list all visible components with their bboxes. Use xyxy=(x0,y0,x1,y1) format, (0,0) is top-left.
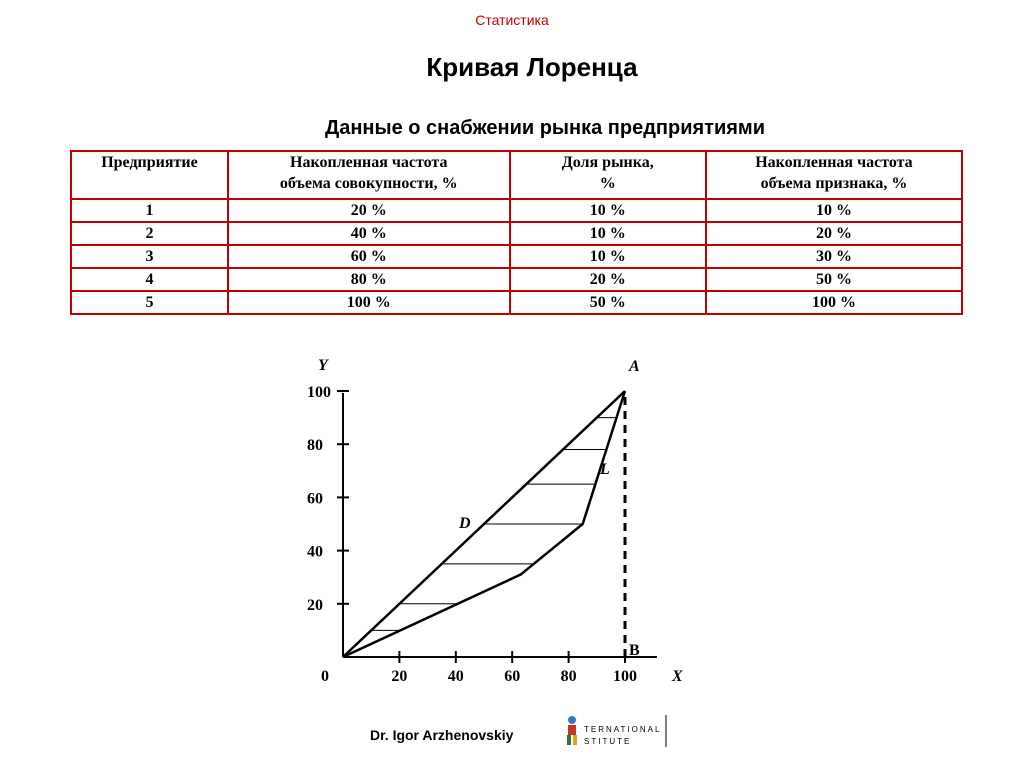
x-axis-label: X xyxy=(671,668,683,685)
table-row: 4 80 % 20 % 50 % xyxy=(70,267,964,292)
table-cell: 4 xyxy=(70,267,229,292)
column-header: Предприятие xyxy=(70,150,229,200)
logo-text-line1: TERNATIONAL xyxy=(584,725,662,734)
table-cell: 50 % xyxy=(704,267,964,292)
table-header-row: Предприятие Накопленная частота объема с… xyxy=(70,150,964,200)
y-tick-label: 20 xyxy=(307,597,323,614)
table-cell: 10 % xyxy=(508,244,707,269)
table-row: 5 100 % 50 % 100 % xyxy=(70,290,964,315)
institute-logo: TERNATIONAL STITUTE xyxy=(562,713,672,749)
table-cell: 20 % xyxy=(226,198,511,223)
x-tick-label: 80 xyxy=(561,668,577,685)
column-header: Доля рынка, % xyxy=(508,150,707,200)
equality-line xyxy=(342,390,626,658)
y-tick-label: 100 xyxy=(307,384,331,401)
origin-label: 0 xyxy=(321,668,329,685)
point-label-l: L xyxy=(599,461,610,478)
table-cell: 10 % xyxy=(508,198,707,223)
table-cell: 10 % xyxy=(508,221,707,246)
table-cell: 60 % xyxy=(226,244,511,269)
lorenz-curve xyxy=(342,390,627,659)
table-cell: 10 % xyxy=(704,198,964,223)
table-cell: 100 % xyxy=(226,290,511,315)
table-row: 1 20 % 10 % 10 % xyxy=(70,198,964,223)
logo-text-line2: STITUTE xyxy=(584,737,632,746)
table-cell: 30 % xyxy=(704,244,964,269)
footer-author: Dr. Igor Arzhenovskiy xyxy=(370,727,514,743)
table-cell: 2 xyxy=(70,221,229,246)
x-tick-label: 20 xyxy=(391,668,407,685)
slide-title: Кривая Лоренца xyxy=(426,52,638,82)
x-tick-label: 40 xyxy=(448,668,464,685)
x-tick-label: 60 xyxy=(504,668,520,685)
table-cell: 40 % xyxy=(226,221,511,246)
point-label-d: D xyxy=(458,515,471,532)
data-table: Предприятие Накопленная частота объема с… xyxy=(70,150,964,315)
y-axis-label: Y xyxy=(318,357,329,374)
y-tick-label: 40 xyxy=(307,544,323,561)
point-label-a: A xyxy=(628,358,640,375)
table-title: Данные о снабжении рынка предприятиями xyxy=(324,117,766,139)
table-cell: 5 xyxy=(70,290,229,315)
table-cell: 3 xyxy=(70,244,229,269)
table-cell: 20 % xyxy=(508,267,707,292)
y-tick-label: 60 xyxy=(307,490,323,507)
x-tick-label: 100 xyxy=(613,668,637,685)
table-cell: 80 % xyxy=(226,267,511,292)
table-cell: 100 % xyxy=(704,290,964,315)
table-cell: 1 xyxy=(70,198,229,223)
column-header: Накопленная частота объема совокупности,… xyxy=(226,150,511,200)
y-tick-label: 80 xyxy=(307,437,323,454)
person-logo-icon xyxy=(567,715,667,747)
table-row: 3 60 % 10 % 30 % xyxy=(70,244,964,269)
table-row: 2 40 % 10 % 20 % xyxy=(70,221,964,246)
point-label-b: B xyxy=(629,642,640,659)
header-label: Статистика xyxy=(475,12,549,28)
column-header: Накопленная частота объема признака, % xyxy=(704,150,964,200)
table-cell: 50 % xyxy=(508,290,707,315)
table-cell: 20 % xyxy=(704,221,964,246)
